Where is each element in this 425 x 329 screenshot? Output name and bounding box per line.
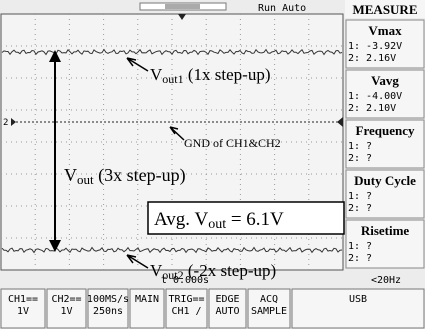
- bottom-cell-bottom: SAMPLE: [251, 306, 287, 317]
- menu-item-value: 1: ?: [348, 191, 372, 202]
- label-rest: (1x step-up): [184, 65, 271, 84]
- menu-item-value: 2: 2.16V: [348, 53, 396, 64]
- status: Run Auto: [258, 3, 306, 14]
- menu-item-value: 2: ?: [348, 253, 372, 264]
- bottom-cell-top: MAIN: [135, 294, 159, 305]
- label-sub: out: [208, 217, 226, 232]
- ground-marker: 2: [3, 118, 8, 128]
- menu-item-value: 1: ?: [348, 141, 372, 152]
- oscilloscope-screen: Run Auto 2 Vout1 (1x step-up) GND of CH1…: [0, 0, 425, 329]
- menu-item-value: 1: -3.92V: [348, 41, 402, 52]
- label-v: Avg. V: [154, 209, 208, 230]
- label-rest: = 6.1V: [226, 209, 284, 230]
- menu-item-value: 2: ?: [348, 203, 372, 214]
- bottom-cell-bottom: 1V: [60, 306, 72, 317]
- label-sub: out1: [162, 72, 183, 86]
- bottom-cell-bottom: AUTO: [215, 306, 239, 317]
- menu-item-name: Frequency: [356, 123, 415, 138]
- bottom-cell-bottom: 250ns: [93, 306, 123, 317]
- label-gnd: GND of CH1&CH2: [184, 136, 281, 150]
- menu-item-name: Vmax: [368, 23, 402, 38]
- bottom-cell-bottom: 1V: [17, 306, 29, 317]
- time-offset: t 0.000s: [161, 275, 209, 286]
- menu-item-name: Duty Cycle: [354, 173, 416, 188]
- menu-item-value: 1: ?: [348, 241, 372, 252]
- menu-item-name: Risetime: [361, 223, 410, 238]
- bottom-cell-bottom: CH1 /: [171, 306, 201, 317]
- menu-item-value: 2: 2.10V: [348, 103, 396, 114]
- bottom-cell-top: 100MS/s: [87, 294, 129, 305]
- trigger-frequency: <20Hz: [371, 275, 401, 286]
- menu-item-name: Vavg: [371, 73, 399, 88]
- label-v: V: [150, 65, 163, 84]
- bottom-cell-top: CH2==: [51, 294, 81, 305]
- bottom-cell-top: TRIG==: [168, 294, 204, 305]
- menu-title: MEASURE: [352, 2, 417, 17]
- menu-item-value: 1: -4.00V: [348, 91, 402, 102]
- bottom-cell-top: ACQ: [260, 294, 278, 305]
- bottom-cell-top: CH1==: [8, 294, 38, 305]
- bottom-cell-top: USB: [349, 294, 367, 305]
- memory-window: [165, 4, 200, 9]
- label-v: V: [64, 165, 77, 185]
- label-rest: (3x step-up): [94, 165, 186, 186]
- bottom-cell-top: EDGE: [215, 294, 239, 305]
- label-sub: out: [77, 172, 94, 187]
- menu-item-value: 2: ?: [348, 153, 372, 164]
